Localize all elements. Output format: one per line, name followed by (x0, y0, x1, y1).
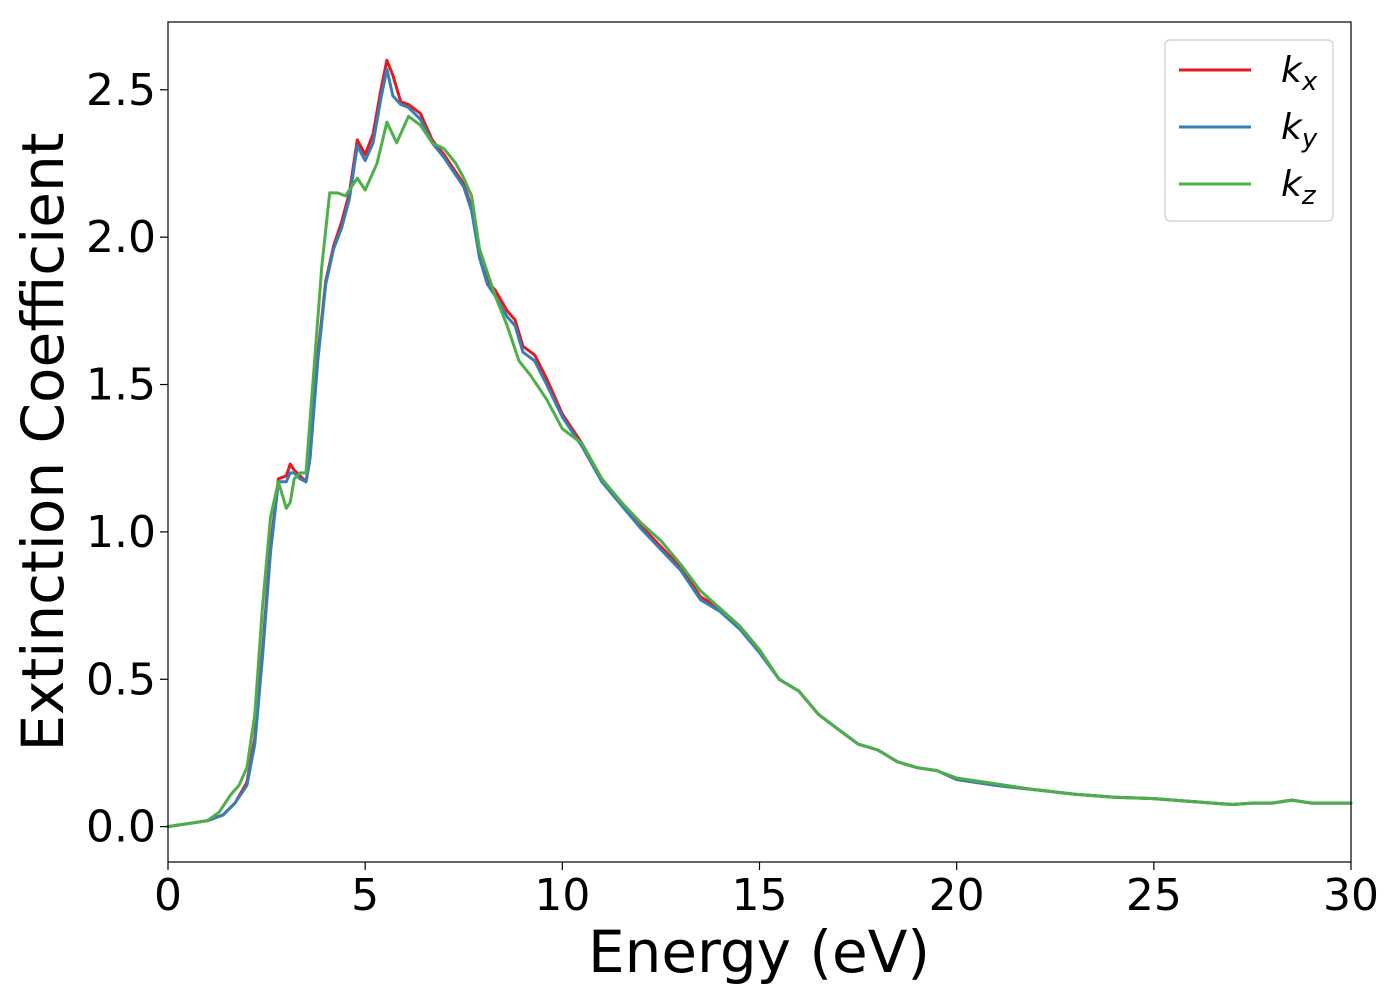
x-tick-label: 25 (1126, 870, 1182, 921)
series-layer (166, 58, 1353, 829)
legend-box (1164, 39, 1334, 222)
x-tick-label: 0 (154, 870, 182, 921)
y-tick-label: 1.0 (86, 507, 156, 558)
plot-area (168, 22, 1351, 862)
legend-label-kx: kx (1281, 50, 1318, 97)
y-tick-label: 0.0 (86, 802, 156, 853)
x-axis: 0 5 10 15 20 25 30 (154, 862, 1379, 921)
legend: kx ky kz (1164, 39, 1334, 222)
x-tick-label: 30 (1323, 870, 1379, 921)
x-tick-label: 15 (732, 870, 788, 921)
x-tick-label: 5 (351, 870, 379, 921)
x-tick-label: 20 (929, 870, 985, 921)
legend-label-kz: kz (1281, 164, 1317, 211)
y-tick-label: 2.0 (86, 212, 156, 263)
y-tick-label: 2.5 (86, 65, 156, 116)
x-axis-label: Energy (eV) (588, 918, 930, 986)
y-axis-label: Extinction Coefficient (9, 133, 77, 752)
y-tick-label: 0.5 (86, 654, 156, 705)
x-tick-label: 10 (534, 870, 590, 921)
y-axis: 0.0 0.5 1.0 1.5 2.0 2.5 (86, 65, 168, 853)
legend-label-ky: ky (1281, 107, 1318, 154)
series-line-kz (166, 114, 1353, 829)
y-tick-label: 1.5 (86, 360, 156, 411)
